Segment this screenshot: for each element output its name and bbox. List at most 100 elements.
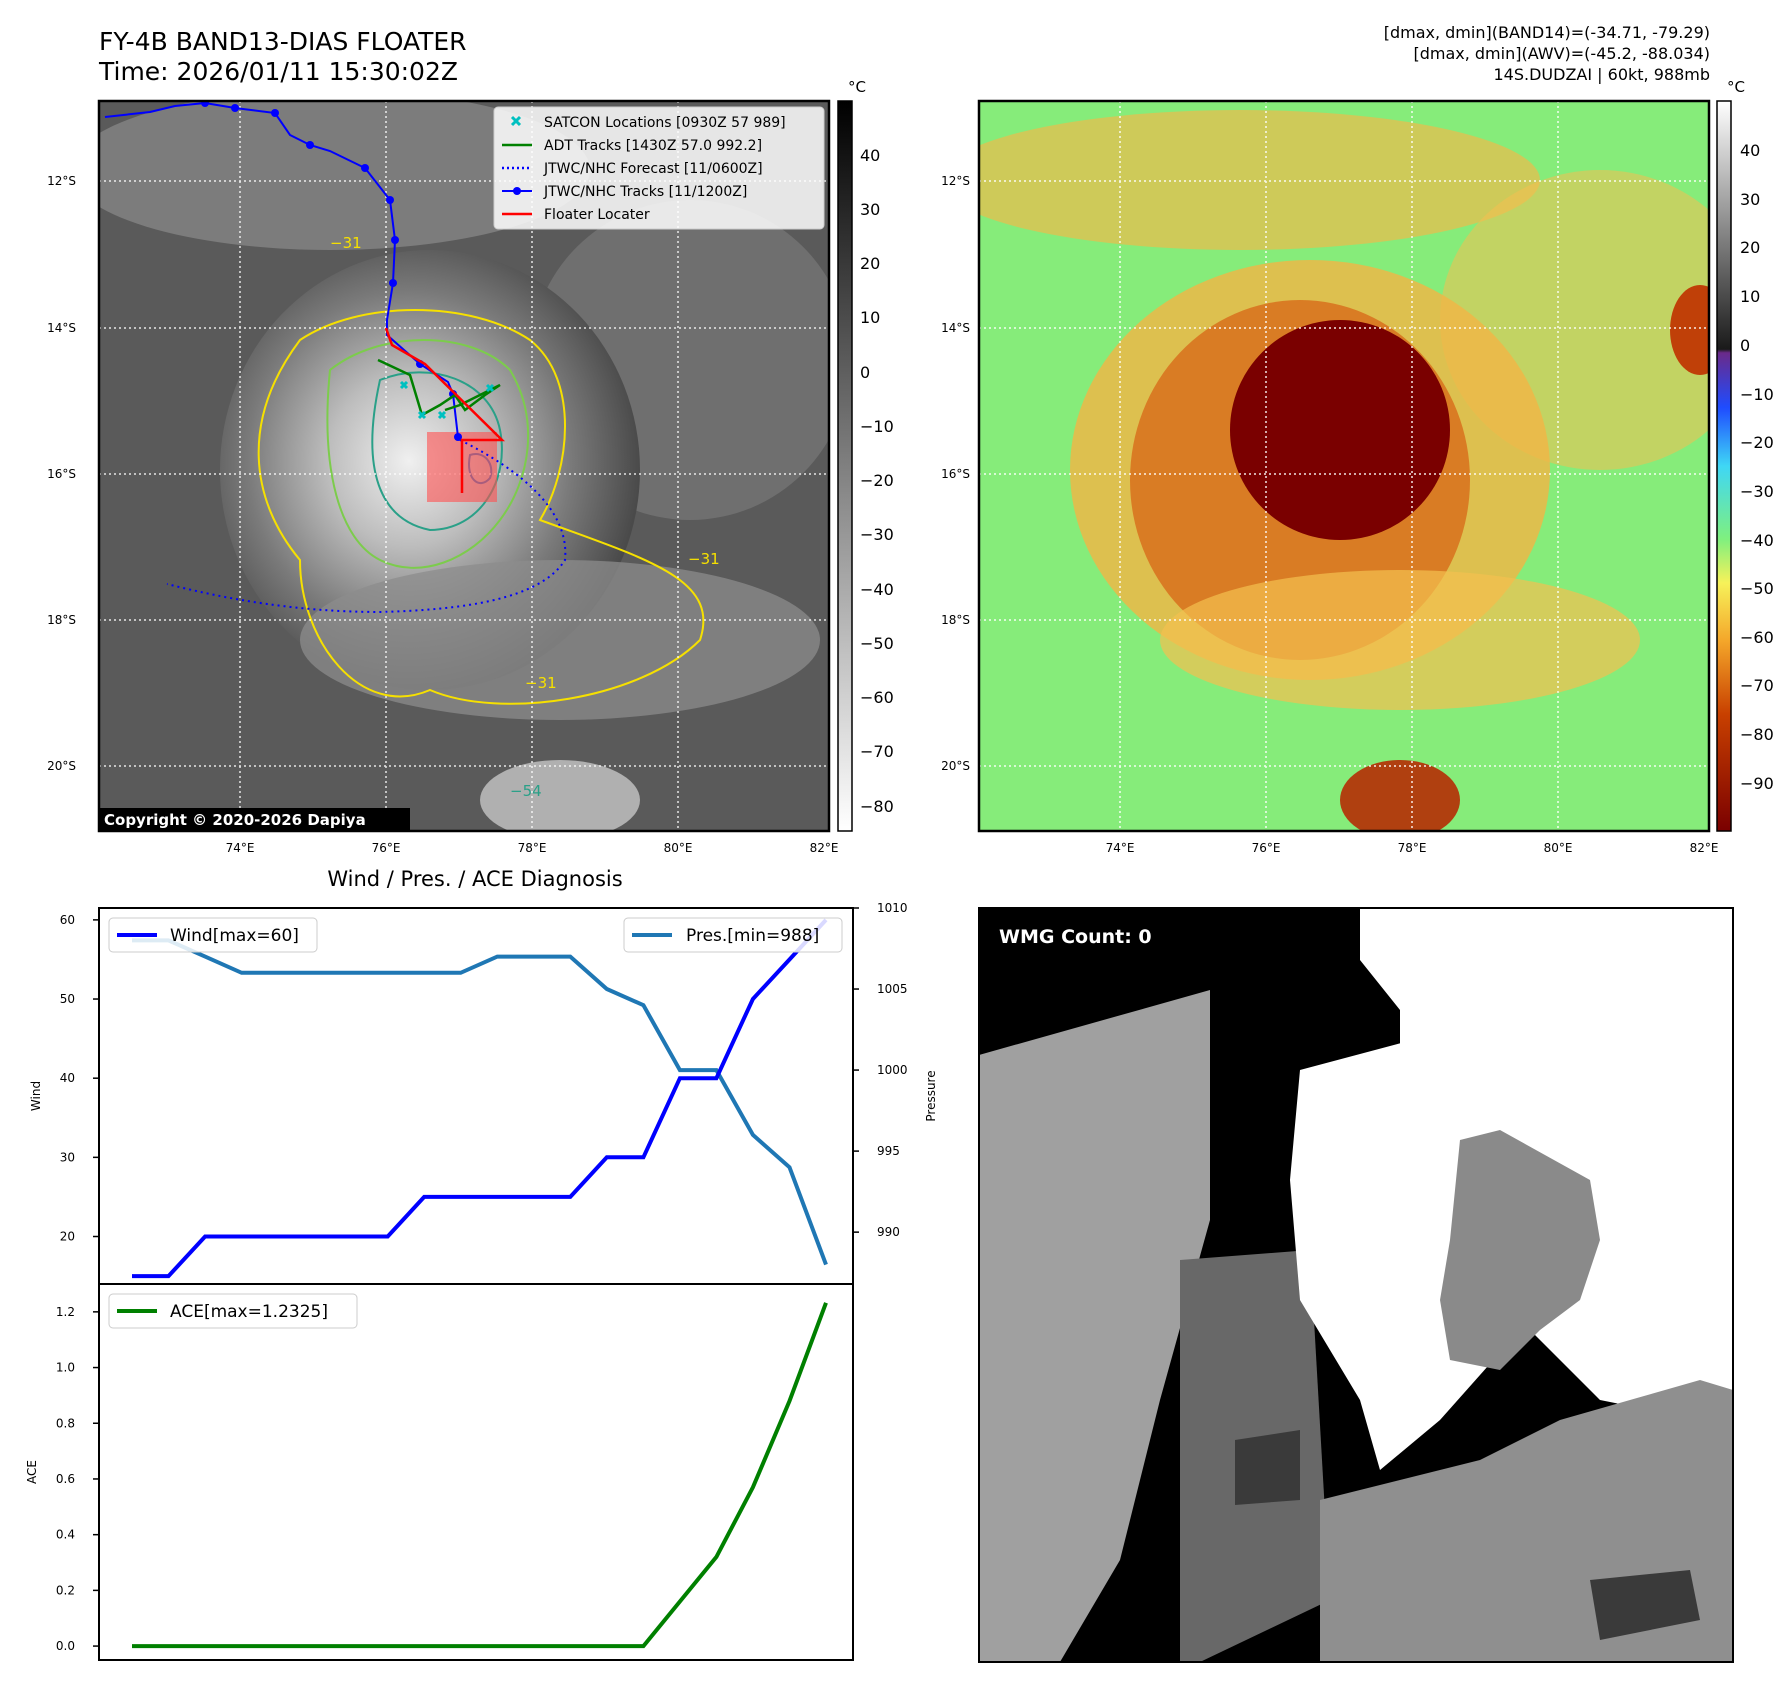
svg-text:−30: −30 [1740,482,1774,501]
axis-tick-label: 60 [60,913,75,927]
legend-item-floater: Floater Locater [502,207,650,223]
legend-box [493,106,825,230]
wind-axis-ticks: 20 30 40 50 60 [60,913,99,1244]
floater-locater-line [384,327,506,493]
svg-text:−60: −60 [860,688,894,707]
left-colorbar-ticks: 40 30 20 10 0 −10 −20 −30 −40 −50 −60 −7… [860,146,894,816]
right-band-south [1160,570,1640,710]
svg-text:14°S: 14°S [941,321,970,335]
pressure-axis-label: Pressure [924,1070,938,1121]
ace-legend: ACE[max=1.2325] [108,1293,358,1329]
axis-tick-label: 20 [60,1230,75,1244]
right-map-lat-labels: 12°S 14°S 16°S 18°S 20°S [941,174,970,773]
pressure-legend: Pres.[min=988] [623,917,843,953]
left-map-lat-labels: 12°S 14°S 16°S 18°S 20°S [47,174,76,773]
right-storm-core [1230,320,1450,540]
adt-track-line [377,358,501,417]
svg-text:80°E: 80°E [664,841,693,855]
jtwc-track-points [201,101,462,441]
svg-text:20°S: 20°S [47,759,76,773]
svg-text:−60: −60 [1740,628,1774,647]
axis-tick-label: 1.2 [56,1305,75,1319]
cloud-south-east [480,760,640,831]
legend-item-forecast: JTWC/NHC Forecast [11/0600Z] [502,161,763,177]
svg-text:78°E: 78°E [1398,841,1427,855]
right-colorbar-ramp [1716,100,1732,832]
contour-label-54: −54 [510,782,542,800]
svg-text:20°S: 20°S [941,759,970,773]
axis-tick-label: 50 [60,992,75,1006]
ace-panel-frame [98,1283,854,1661]
svg-text:0: 0 [1740,336,1750,355]
wind-panel-frame [98,907,854,1285]
svg-text:76°E: 76°E [1252,841,1281,855]
contour-teal-inner [371,371,503,532]
right-band-north [979,110,1540,250]
svg-text:40: 40 [1740,141,1760,160]
right-colorbar: °C 40 30 20 10 0 −10 −20 −30 −40 −50 −60… [1716,78,1774,832]
contour-label-31a: −31 [330,234,362,252]
svg-text:74°E: 74°E [1106,841,1135,855]
wmg-region-dark-south [1590,1570,1700,1640]
svg-text:20: 20 [1740,238,1760,257]
svg-text:20: 20 [860,254,880,273]
svg-text:16°S: 16°S [941,467,970,481]
legend-label-adt: ADT Tracks [1430Z 57.0 992.2] [544,138,762,154]
right-satellite-map [977,99,1711,833]
ace-axis-label: ACE [25,1460,39,1484]
legend-item-tracks: JTWC/NHC Tracks [11/1200Z] [502,184,747,200]
svg-text:18°S: 18°S [47,613,76,627]
svg-text:−50: −50 [1740,579,1774,598]
axis-tick-label: 1010 [877,901,908,915]
svg-text:14°S: 14°S [47,321,76,335]
svg-text:10: 10 [1740,287,1760,306]
axis-tick-label: 0.2 [56,1583,75,1597]
svg-text:−30: −30 [860,525,894,544]
svg-text:0: 0 [860,363,870,382]
axis-tick-label: 0.6 [56,1472,75,1486]
pressure-legend-label: Pres.[min=988] [686,926,819,946]
right-map-frame [977,99,1711,833]
pressure-axis-ticks: 990 995 1000 1005 1010 [853,901,908,1239]
right-map-gridlines [979,101,1709,831]
contour-label-31c: −31 [688,550,720,568]
axis-tick-label: 40 [60,1071,75,1085]
svg-text:82°E: 82°E [1690,841,1719,855]
svg-text:−10: −10 [1740,385,1774,404]
axis-tick-label: 0.4 [56,1528,75,1542]
cloud-band-north [99,101,590,250]
svg-text:80°E: 80°E [1544,841,1573,855]
svg-text:−50: −50 [860,634,894,653]
axis-tick-label: 990 [877,1225,900,1239]
contour-green-mid [326,339,530,569]
wind-series-line [132,918,828,1279]
right-map-lon-labels: 74°E 76°E 78°E 80°E 82°E [1106,841,1719,855]
ace-axis-ticks: 0.0 0.2 0.4 0.6 0.8 1.0 1.2 [56,1305,99,1653]
svg-text:82°E: 82°E [810,841,839,855]
svg-text:−10: −10 [860,417,894,436]
svg-text:30: 30 [860,200,880,219]
info-line-3: 14S.DUDZAI | 60kt, 988mb [1494,65,1711,84]
svg-text:16°S: 16°S [47,467,76,481]
svg-text:−80: −80 [860,797,894,816]
jtwc-forecast-track [166,439,567,614]
copyright-badge [99,808,410,831]
right-blob-east [1670,285,1709,375]
wmg-count-badge [989,921,1173,951]
left-colorbar-unit: °C [848,78,866,96]
ace-legend-label: ACE[max=1.2325] [170,1302,328,1322]
cloud-band-south [300,560,820,720]
legend-item-satcon: SATCON Locations [0930Z 57 989] [510,115,786,131]
diagnosis-title: Wind / Pres. / ACE Diagnosis [327,867,622,891]
right-colorbar-ticks: 40 30 20 10 0 −10 −20 −30 −40 −50 −60 −7… [1740,141,1774,793]
info-line-2: [dmax, dmin](AWV)=(-45.2, -88.034) [1413,44,1710,63]
wmg-region-dark-west [1235,1430,1300,1505]
wind-pressure-panel: 20 30 40 50 60 990 995 1000 1005 1010 Wind Press… [29,901,938,1285]
wmg-count-label: WMG Count: 0 [999,926,1152,948]
svg-text:−40: −40 [860,580,894,599]
wind-axis-label: Wind [29,1081,43,1111]
wmg-panel: WMG Count: 0 [978,907,1734,1663]
svg-text:30: 30 [1740,190,1760,209]
right-blob-south [1340,760,1460,831]
